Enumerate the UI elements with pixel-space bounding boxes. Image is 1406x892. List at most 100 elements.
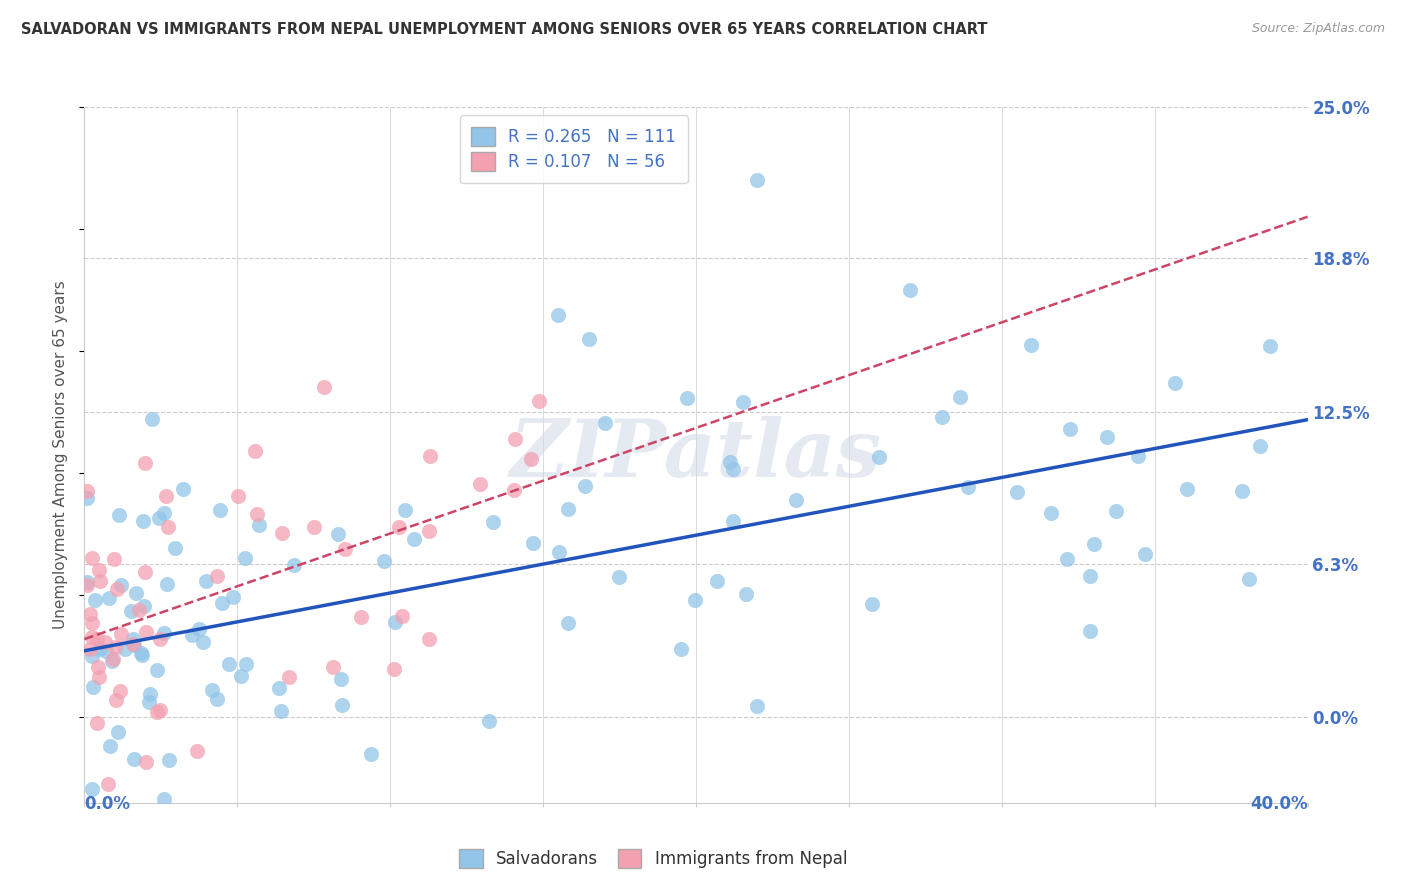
Point xyxy=(1105,503,1128,517)
Point xyxy=(1175,482,1198,496)
Point xyxy=(1078,624,1101,638)
Point xyxy=(201,683,224,698)
Text: ZIPatlas: ZIPatlas xyxy=(510,417,882,493)
Point xyxy=(468,477,491,491)
Point xyxy=(957,480,980,494)
Text: Source: ZipAtlas.com: Source: ZipAtlas.com xyxy=(1251,22,1385,36)
Point xyxy=(195,574,218,589)
Point xyxy=(122,638,145,652)
Point xyxy=(270,525,292,540)
Point xyxy=(721,462,744,476)
Point xyxy=(557,616,579,631)
Point xyxy=(418,632,440,646)
Point xyxy=(547,308,569,322)
Point xyxy=(326,526,349,541)
Point xyxy=(1097,430,1119,444)
Point xyxy=(159,753,181,767)
Point xyxy=(114,642,136,657)
Point xyxy=(718,455,741,469)
Point xyxy=(108,684,131,698)
Point xyxy=(735,587,758,601)
Point xyxy=(97,591,120,605)
Point xyxy=(145,663,167,677)
Point xyxy=(79,607,101,622)
Point xyxy=(89,641,111,656)
Point xyxy=(156,577,179,591)
Point xyxy=(1078,568,1101,582)
Point xyxy=(731,395,754,409)
Point xyxy=(747,173,769,187)
Point xyxy=(157,520,180,534)
Point xyxy=(382,662,405,676)
Point xyxy=(520,451,543,466)
Point xyxy=(384,615,406,630)
Point xyxy=(270,704,292,718)
Point xyxy=(330,672,353,686)
Point xyxy=(105,582,128,596)
Point xyxy=(107,725,129,739)
Point xyxy=(578,332,600,346)
Point xyxy=(108,508,131,522)
Point xyxy=(89,669,111,683)
Point xyxy=(135,755,157,769)
Point xyxy=(418,524,440,538)
Point xyxy=(145,705,167,719)
Point xyxy=(246,507,269,521)
Point xyxy=(226,489,249,503)
Text: 40.0%: 40.0% xyxy=(1250,796,1308,814)
Point xyxy=(1237,572,1260,586)
Point xyxy=(122,752,145,766)
Point xyxy=(104,693,127,707)
Point xyxy=(128,603,150,617)
Point xyxy=(233,550,256,565)
Point xyxy=(931,409,953,424)
Point xyxy=(80,649,103,664)
Point xyxy=(503,483,526,498)
Point xyxy=(76,491,98,506)
Point xyxy=(149,702,172,716)
Point xyxy=(350,610,373,624)
Point xyxy=(76,483,98,498)
Point xyxy=(135,625,157,640)
Point xyxy=(122,637,145,651)
Point xyxy=(330,698,353,713)
Point xyxy=(211,596,233,610)
Point xyxy=(82,680,104,694)
Point xyxy=(155,489,177,503)
Point xyxy=(101,652,124,666)
Text: SALVADORAN VS IMMIGRANTS FROM NEPAL UNEMPLOYMENT AMONG SENIORS OVER 65 YEARS COR: SALVADORAN VS IMMIGRANTS FROM NEPAL UNEM… xyxy=(21,22,987,37)
Point xyxy=(134,565,156,579)
Point xyxy=(419,449,441,463)
Point xyxy=(1163,376,1185,391)
Point xyxy=(547,544,569,558)
Point xyxy=(132,514,155,528)
Point xyxy=(314,380,336,394)
Point xyxy=(373,554,395,568)
Point xyxy=(1040,506,1063,520)
Point xyxy=(103,552,125,566)
Point xyxy=(1258,339,1281,353)
Point xyxy=(243,443,266,458)
Y-axis label: Unemployment Among Seniors over 65 years: Unemployment Among Seniors over 65 years xyxy=(53,281,69,629)
Point xyxy=(97,777,120,791)
Point xyxy=(1083,537,1105,551)
Point xyxy=(721,514,744,528)
Point xyxy=(141,412,163,426)
Point xyxy=(593,417,616,431)
Point xyxy=(139,687,162,701)
Point xyxy=(165,541,187,556)
Point xyxy=(222,590,245,604)
Point xyxy=(1126,450,1149,464)
Point xyxy=(277,670,299,684)
Point xyxy=(76,574,98,589)
Point xyxy=(87,660,110,674)
Point xyxy=(283,558,305,572)
Point xyxy=(125,586,148,600)
Point xyxy=(247,517,270,532)
Point xyxy=(557,501,579,516)
Point xyxy=(404,532,426,546)
Point xyxy=(131,648,153,662)
Legend: Salvadorans, Immigrants from Nepal: Salvadorans, Immigrants from Nepal xyxy=(453,842,853,874)
Point xyxy=(860,597,883,611)
Point xyxy=(89,574,111,589)
